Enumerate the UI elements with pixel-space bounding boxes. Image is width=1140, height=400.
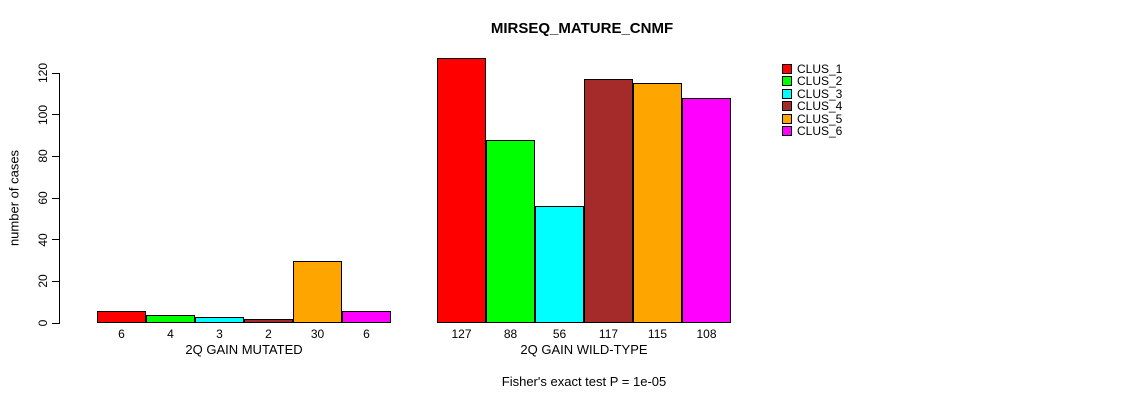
y-tick-mark (52, 155, 59, 157)
bar-value-label: 6 (118, 327, 125, 341)
y-tick-label: 40 (36, 232, 50, 247)
y-tick-label: 0 (36, 319, 50, 327)
bar-value-label: 115 (647, 327, 668, 341)
y-tick-mark (52, 197, 59, 199)
y-tick-mark (52, 280, 59, 282)
legend-label: CLUS_6 (797, 124, 843, 138)
bar-value-label: 56 (552, 327, 567, 341)
bar-clus_5 (293, 260, 342, 323)
bar-value-label: 6 (363, 327, 370, 341)
legend-label: CLUS_5 (797, 111, 843, 126)
y-tick-label: 100 (36, 104, 50, 125)
bar-value-label: 88 (503, 327, 518, 341)
bar-clus_6 (682, 98, 731, 323)
bar-value-label: 127 (451, 327, 472, 341)
y-tick-mark (52, 239, 59, 241)
bar-value-label: 2 (265, 327, 272, 341)
legend-label: CLUS_4 (797, 99, 843, 114)
bar-value-label: 108 (696, 327, 717, 341)
y-tick-label: 120 (36, 62, 50, 84)
y-tick-label: 80 (36, 149, 50, 164)
bar-clus_1 (437, 58, 486, 323)
bar-value-label: 117 (598, 327, 619, 341)
bar-clus_3 (195, 316, 244, 323)
legend-swatch-clus_5 (782, 113, 792, 124)
group-axis-label: 2Q GAIN WILD-TYPE (520, 342, 648, 357)
legend-swatch-clus_6 (782, 126, 792, 136)
legend-label: CLUS_3 (797, 86, 843, 101)
group-axis-label: 2Q GAIN MUTATED (185, 342, 303, 357)
legend-swatch-clus_1 (782, 64, 792, 74)
legend-label: CLUS_2 (797, 74, 843, 89)
legend-swatch-clus_4 (782, 101, 792, 112)
y-tick-mark (52, 72, 59, 74)
bar-clus_4 (584, 79, 633, 323)
legend-label: CLUS_1 (797, 62, 843, 76)
bar-value-label: 3 (216, 327, 223, 341)
bar-value-label: 4 (167, 327, 174, 341)
bar-clus_4 (244, 318, 293, 323)
fisher-test-annotation: Fisher's exact test P = 1e-05 (501, 374, 667, 389)
y-tick-mark (52, 114, 59, 116)
y-axis-label: number of cases (6, 149, 22, 247)
legend-swatch-clus_3 (782, 88, 792, 99)
y-axis-line (59, 73, 60, 324)
chart-title: MIRSEQ_MATURE_CNMF (490, 20, 674, 37)
bar-clus_6 (342, 310, 391, 323)
y-tick-label: 60 (36, 191, 50, 205)
bar-clus_5 (633, 83, 682, 323)
bar-value-label: 30 (310, 327, 325, 341)
legend-swatch-clus_2 (782, 76, 792, 87)
y-tick-label: 20 (36, 274, 50, 289)
bar-clus_3 (535, 206, 584, 323)
bar-clus_2 (486, 139, 535, 323)
y-tick-mark (52, 322, 59, 324)
bar-clus_2 (146, 314, 195, 323)
bar-clus_1 (97, 310, 146, 323)
